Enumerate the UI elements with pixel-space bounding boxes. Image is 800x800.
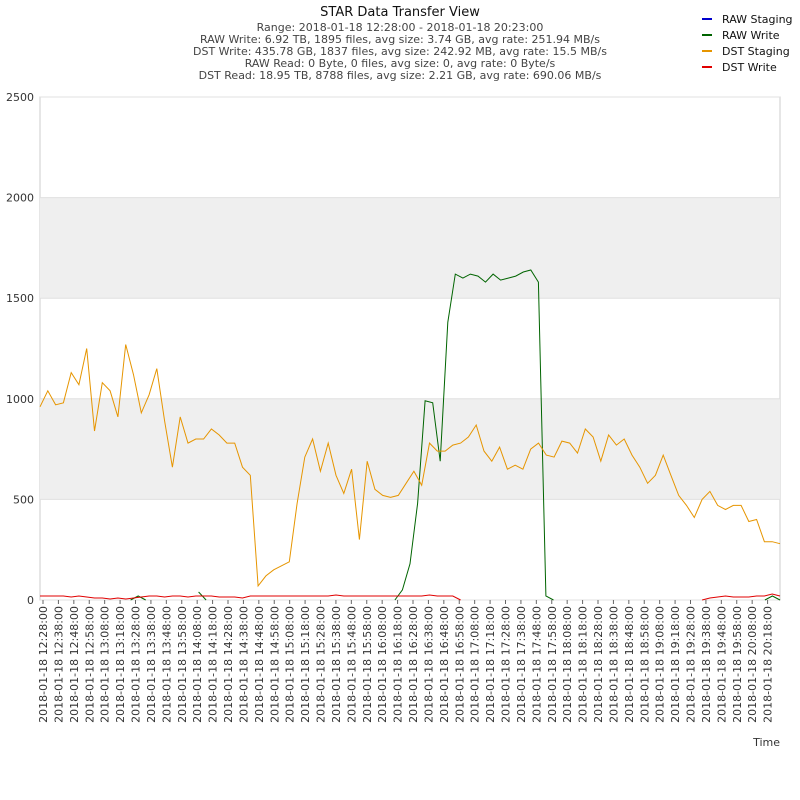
- x-tick-label: 2018-01-18 17:28:00: [500, 606, 513, 723]
- x-tick-label: 2018-01-18 16:08:00: [376, 606, 389, 723]
- x-tick-label: 2018-01-18 15:48:00: [345, 606, 358, 723]
- x-tick-label: 2018-01-18 12:58:00: [83, 606, 96, 723]
- y-axis: 0 500 1000 1500 2000 2500: [6, 91, 34, 607]
- series-line-dst-staging: [39, 344, 781, 588]
- x-tick-label: 2018-01-18 17:58:00: [546, 606, 559, 723]
- x-tick-label: 2018-01-18 18:38:00: [607, 606, 620, 723]
- x-tick-label: 2018-01-18 15:58:00: [361, 606, 374, 723]
- series-line-raw-write: [764, 595, 781, 601]
- y-tick-label: 1000: [6, 393, 34, 406]
- x-tick-label: 2018-01-18 13:08:00: [99, 606, 112, 723]
- x-tick-label: 2018-01-18 13:48:00: [160, 606, 173, 723]
- y-tick-label: 0: [27, 594, 34, 607]
- y-tick-label: 2000: [6, 192, 34, 205]
- x-tick-label: 2018-01-18 14:48:00: [253, 606, 266, 723]
- x-tick-label: 2018-01-18 17:08:00: [469, 606, 482, 723]
- x-tick-label: 2018-01-18 15:38:00: [330, 606, 343, 723]
- x-tick-label: 2018-01-18 18:18:00: [577, 606, 590, 723]
- series-line-dst-write: [40, 594, 461, 601]
- x-tick-label: 2018-01-18 18:08:00: [561, 606, 574, 723]
- y-tick-label: 1500: [6, 292, 34, 305]
- subtitle-line: DST Read: 18.95 TB, 8788 files, avg size…: [199, 69, 602, 82]
- x-tick-label: 2018-01-18 15:18:00: [299, 606, 312, 723]
- x-axis-label: Time: [752, 736, 780, 749]
- legend-item-label: RAW Staging: [722, 13, 793, 26]
- x-tick-label: 2018-01-18 12:48:00: [68, 606, 81, 723]
- plot-area: [39, 269, 781, 601]
- legend-item-label: DST Write: [722, 61, 777, 74]
- x-tick-label: 2018-01-18 14:28:00: [222, 606, 235, 723]
- subtitle-line: RAW Write: 6.92 TB, 1895 files, avg size…: [200, 33, 600, 46]
- x-tick-label: 2018-01-18 15:08:00: [284, 606, 297, 723]
- series-line-raw-write: [394, 269, 554, 601]
- x-axis: 2018-01-18 12:28:00 2018-01-18 12:38:00 20…: [37, 600, 775, 723]
- x-tick-label: 2018-01-18 17:18:00: [484, 606, 497, 723]
- x-tick-label: 2018-01-18 12:28:00: [37, 606, 50, 723]
- x-tick-label: 2018-01-18 14:58:00: [268, 606, 281, 723]
- x-tick-label: 2018-01-18 18:58:00: [638, 606, 651, 723]
- x-tick-label: 2018-01-18 19:18:00: [669, 606, 682, 723]
- x-tick-label: 2018-01-18 20:08:00: [746, 606, 759, 723]
- chart-subtitle: Range: 2018-01-18 12:28:00 - 2018-01-18 …: [193, 21, 607, 82]
- x-tick-label: 2018-01-18 16:58:00: [453, 606, 466, 723]
- x-tick-label: 2018-01-18 19:48:00: [715, 606, 728, 723]
- chart-title: STAR Data Transfer View: [320, 5, 480, 20]
- legend-item-label: DST Staging: [722, 45, 790, 58]
- x-tick-label: 2018-01-18 19:28:00: [685, 606, 698, 723]
- grid-band: [40, 197, 780, 299]
- x-tick-label: 2018-01-18 13:58:00: [176, 606, 189, 723]
- subtitle-line: RAW Read: 0 Byte, 0 files, avg size: 0, …: [245, 57, 556, 70]
- y-tick-label: 500: [13, 493, 34, 506]
- x-tick-label: 2018-01-18 19:38:00: [700, 606, 713, 723]
- x-tick-label: 2018-01-18 16:38:00: [422, 606, 435, 723]
- plot-background: [39, 96, 781, 601]
- x-tick-label: 2018-01-18 19:08:00: [654, 606, 667, 723]
- x-tick-label: 2018-01-18 16:18:00: [392, 606, 405, 723]
- subtitle-line: Range: 2018-01-18 12:28:00 - 2018-01-18 …: [257, 21, 544, 34]
- x-tick-label: 2018-01-18 16:28:00: [407, 606, 420, 723]
- grid-band: [40, 398, 780, 500]
- x-tick-label: 2018-01-18 16:48:00: [438, 606, 451, 723]
- x-tick-label: 2018-01-18 14:38:00: [237, 606, 250, 723]
- legend-item-label: RAW Write: [722, 29, 780, 42]
- grid-bands: [39, 96, 781, 601]
- x-tick-label: 2018-01-18 18:28:00: [592, 606, 605, 723]
- x-tick-label: 2018-01-18 15:28:00: [315, 606, 328, 723]
- series-line-dst-write: [701, 593, 781, 601]
- x-tick-label: 2018-01-18 13:38:00: [145, 606, 158, 723]
- x-tick-label: 2018-01-18 18:48:00: [623, 606, 636, 723]
- series-line-raw-write: [130, 595, 146, 601]
- x-tick-label: 2018-01-18 17:48:00: [530, 606, 543, 723]
- x-tick-label: 2018-01-18 13:28:00: [130, 606, 143, 723]
- x-tick-label: 2018-01-18 20:18:00: [762, 606, 775, 723]
- y-tick-label: 2500: [6, 91, 34, 104]
- x-tick-label: 2018-01-18 14:08:00: [191, 606, 204, 723]
- x-tick-label: 2018-01-18 14:18:00: [207, 606, 220, 723]
- x-tick-label: 2018-01-18 19:58:00: [731, 606, 744, 723]
- x-tick-label: 2018-01-18 12:38:00: [52, 606, 65, 723]
- subtitle-line: DST Write: 435.78 GB, 1837 files, avg si…: [193, 45, 607, 58]
- legend: RAW Staging RAW Write DST Staging DST Write: [702, 13, 793, 74]
- x-tick-label: 2018-01-18 17:38:00: [515, 606, 528, 723]
- x-tick-label: 2018-01-18 13:18:00: [114, 606, 127, 723]
